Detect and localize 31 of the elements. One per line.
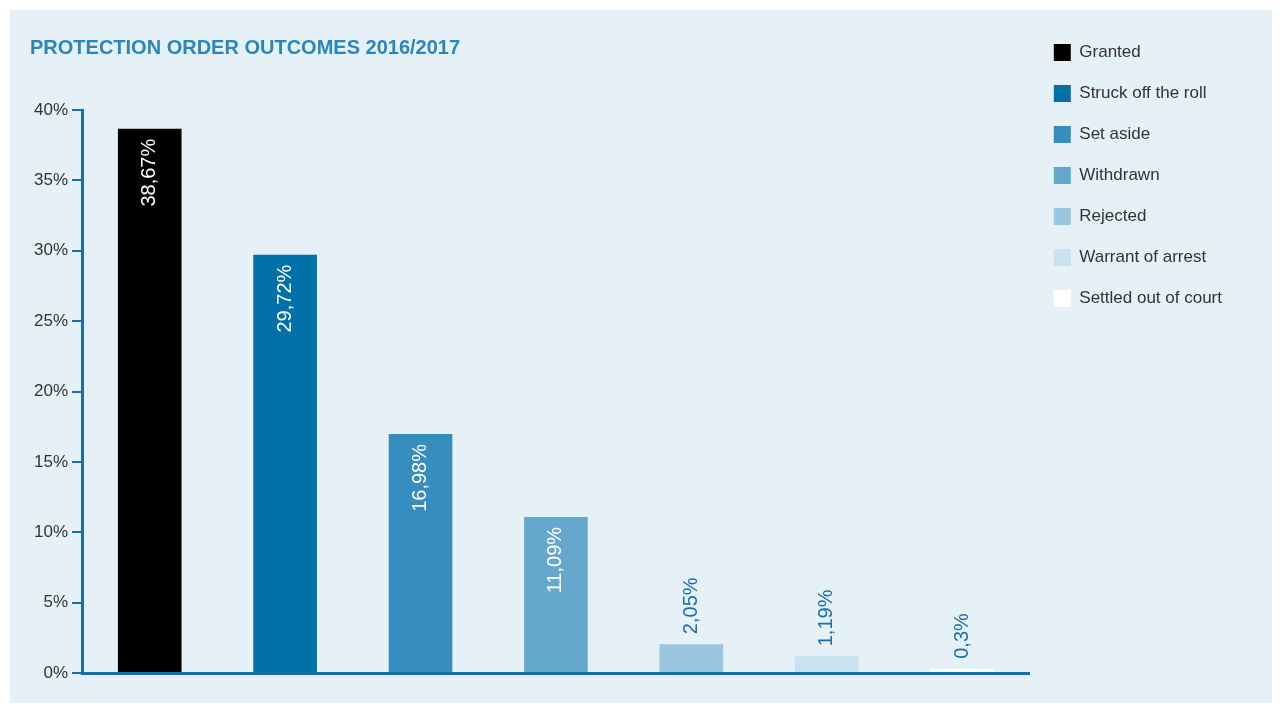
y-tick-label: 30% (33, 240, 69, 260)
y-tick-label: 5% (43, 592, 69, 612)
bar (388, 434, 453, 672)
bar (659, 644, 724, 672)
data-label: 29,72% (272, 264, 295, 333)
legend-label: Struck off the roll (1079, 83, 1207, 103)
legend-label: Rejected (1079, 206, 1147, 226)
bar (253, 254, 317, 672)
y-tick-label: 40% (33, 99, 69, 119)
data-label: 16,98% (408, 443, 431, 512)
y-tick-label: 25% (33, 310, 69, 330)
bar (117, 128, 182, 672)
bar (930, 668, 994, 672)
data-label: 2,05% (678, 577, 701, 635)
y-tick-label: 35% (33, 170, 69, 190)
y-tick-label: 15% (33, 451, 69, 471)
bar (794, 656, 859, 672)
data-label: 11,09% (543, 526, 566, 594)
legend-label: Settled out of court (1079, 288, 1223, 308)
legend-label: Warrant of arrest (1079, 247, 1207, 267)
data-label: 38,67% (137, 138, 160, 207)
data-label: 0,3% (949, 612, 972, 659)
chart-title: PROTECTION ORDER OUTCOMES 2016/2017 (30, 35, 461, 58)
y-tick-label: 0% (43, 662, 69, 682)
legend-label: Granted (1079, 42, 1141, 62)
y-tick-label: 10% (33, 521, 69, 541)
legend-label: Withdrawn (1079, 165, 1160, 185)
y-tick-label: 20% (33, 381, 69, 401)
bar (524, 516, 588, 672)
legend-label: Set aside (1079, 124, 1151, 144)
data-label: 1,19% (814, 589, 837, 647)
